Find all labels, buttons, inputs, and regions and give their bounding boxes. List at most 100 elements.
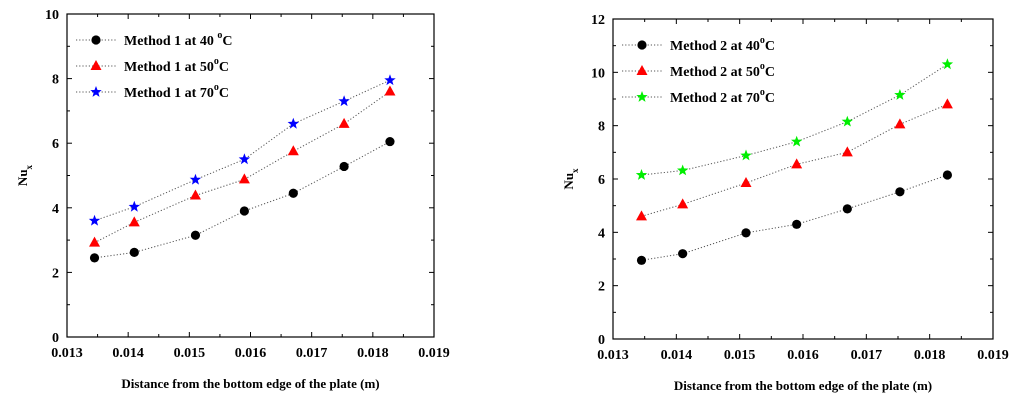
chart-panel-1: 0.013 0.014 0.015 0.016 0.017 0.018 0.019 0 2 4 6 8… (15, 8, 450, 391)
x-tick-label: 0.016 (787, 348, 819, 363)
legend-label: Method 2 at 50oC (670, 61, 775, 80)
legend-marker (90, 60, 102, 70)
x-tick-label: 0.019 (418, 346, 450, 361)
legend-label-degree: o (217, 30, 222, 41)
data-point (678, 249, 688, 259)
legend-label-main: Method 2 at 40 (670, 39, 760, 54)
legend-label-main: Method 2 at 50 (670, 65, 760, 80)
data-point (741, 228, 751, 238)
data-point (238, 173, 250, 184)
y-tick-label: 8 (52, 73, 59, 88)
data-point (894, 118, 906, 129)
data-point (89, 253, 100, 263)
data-point (636, 255, 647, 265)
data-point (88, 214, 101, 226)
y-tick-label: 6 (52, 137, 59, 152)
y-axis-title-subscript: x (24, 164, 34, 169)
series-2 (89, 85, 396, 247)
y-tick-label: 10 (591, 66, 605, 81)
data-point (841, 146, 853, 157)
x-tick-label: 0.017 (296, 346, 328, 361)
legend-label-degree: o (760, 35, 765, 46)
y-axis-title-subscript: x (570, 168, 580, 173)
legend-marker (636, 65, 648, 75)
data-point (895, 187, 905, 197)
series-line (641, 103, 948, 217)
y-tick-label: 0 (598, 333, 605, 348)
y-tick-label: 2 (52, 266, 59, 281)
series-3 (635, 58, 954, 180)
data-point (841, 115, 853, 127)
data-point (189, 189, 201, 200)
data-point (941, 58, 954, 70)
legend-label: Method 1 at 70oC (124, 82, 229, 101)
data-point (636, 210, 647, 221)
data-point (338, 95, 350, 107)
x-tick-label: 0.016 (235, 346, 267, 361)
y-axis-title: Nux (15, 164, 34, 186)
y-tick-label: 10 (45, 8, 59, 23)
series-line (641, 63, 948, 176)
data-point (89, 236, 101, 247)
legend-label-unit: C (219, 60, 229, 75)
y-tick-label: 4 (598, 226, 605, 241)
data-point (128, 200, 140, 212)
x-tick-label: 0.015 (724, 348, 756, 363)
data-point (677, 164, 689, 176)
legend-label-unit: C (222, 34, 232, 49)
y-tick-label: 8 (598, 120, 605, 135)
data-point (338, 117, 350, 128)
legend-label-main: Method 1 at 40 (124, 34, 217, 49)
legend-label-unit: C (219, 86, 229, 101)
data-point (238, 153, 251, 165)
y-axis-title-main: Nu (15, 169, 30, 186)
legend-label: Method 1 at 50oC (124, 56, 229, 75)
legend-label-unit: C (765, 91, 775, 106)
data-point (791, 158, 803, 169)
legend-label-degree: o (214, 56, 219, 67)
legend-label: Method 1 at 40 oC (124, 30, 232, 49)
data-point (287, 117, 299, 129)
x-tick-label: 0.019 (977, 348, 1009, 363)
data-point (384, 74, 396, 86)
data-point (942, 170, 953, 180)
x-axis-title: Distance from the bottom edge of the pla… (121, 376, 379, 391)
legend-marker (637, 40, 647, 50)
data-point (288, 188, 298, 198)
legend-label-main: Method 1 at 50 (124, 60, 214, 75)
legend-label-main: Method 2 at 70 (670, 91, 760, 106)
legend-label-unit: C (765, 65, 775, 80)
y-axis-title: Nux (561, 168, 580, 190)
data-point (635, 169, 648, 180)
y-tick-label: 2 (598, 280, 605, 295)
legend-marker (90, 86, 102, 97)
data-point (941, 98, 953, 109)
legend-label-degree: o (760, 87, 765, 98)
data-point (190, 230, 201, 240)
data-point (740, 149, 752, 161)
data-point (385, 136, 395, 147)
legend-label-degree: o (760, 61, 765, 72)
legend-marker (91, 35, 101, 45)
x-tick-label: 0.018 (914, 348, 946, 363)
legend-label: Method 2 at 70oC (670, 87, 775, 106)
x-tick-label: 0.015 (174, 346, 206, 361)
x-axis-title: Distance from the bottom edge of the pla… (674, 378, 932, 393)
x-tick-label: 0.013 (51, 346, 83, 361)
y-tick-label: 12 (591, 13, 605, 28)
x-tick-label: 0.017 (851, 348, 883, 363)
data-point (339, 161, 349, 172)
legend-label-main: Method 1 at 70 (124, 86, 214, 101)
data-point (792, 219, 802, 229)
data-point (239, 206, 249, 216)
x-tick-label: 0.014 (661, 348, 693, 363)
series-2 (636, 98, 953, 221)
data-point (128, 216, 140, 227)
legend-label: Method 2 at 40oC (670, 35, 775, 54)
data-point (129, 247, 139, 257)
series-3 (88, 74, 396, 226)
series-1 (89, 136, 395, 263)
y-axis-title-main: Nu (561, 173, 576, 190)
x-tick-label: 0.014 (112, 346, 144, 361)
